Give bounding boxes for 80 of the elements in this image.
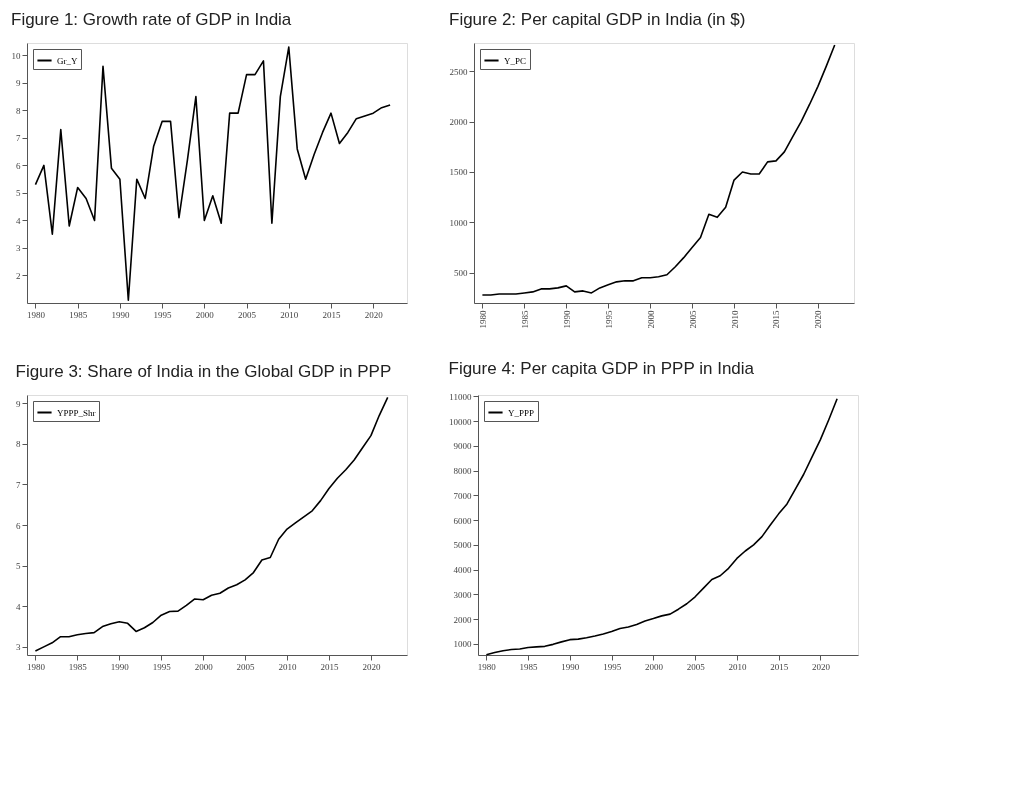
x-tick-label: 2010 bbox=[280, 309, 299, 320]
chart-title: Figure 2: Per capital GDP in India (in $) bbox=[449, 10, 746, 29]
x-tick-label: 2005 bbox=[687, 310, 698, 329]
x-tick-label: 1985 bbox=[519, 310, 530, 329]
x-tick-label: 2010 bbox=[729, 310, 740, 329]
y-tick-label: 6 bbox=[16, 520, 21, 531]
x-tick-label: 1985 bbox=[68, 661, 88, 672]
x-tick-label: 1990 bbox=[110, 661, 130, 672]
y-tick-label: 2 bbox=[16, 270, 21, 281]
line-series bbox=[485, 397, 838, 656]
x-tick-label: 1985 bbox=[519, 661, 539, 672]
x-tick-label: 2010 bbox=[728, 661, 747, 672]
x-tick-label: 2000 bbox=[195, 309, 215, 320]
x-tick-label: 1995 bbox=[603, 661, 622, 672]
y-tick-label: 2000 bbox=[453, 614, 472, 625]
y-tick-label: 500 bbox=[454, 268, 468, 279]
y-tick-label: 3 bbox=[16, 642, 21, 653]
x-tick-label: 2005 bbox=[236, 661, 256, 672]
x-tick-label: 2015 bbox=[320, 661, 339, 672]
legend-label: YPPP_Shr bbox=[57, 407, 96, 418]
line-series bbox=[34, 396, 389, 652]
x-tick-label: 2005 bbox=[686, 661, 706, 672]
y-tick-label: 5000 bbox=[453, 540, 472, 551]
x-tick-label: 2020 bbox=[813, 310, 824, 329]
y-tick-label: 3 bbox=[16, 243, 21, 254]
line-series bbox=[34, 46, 391, 302]
x-tick-label: 1980 bbox=[26, 661, 46, 672]
y-tick-label: 7000 bbox=[453, 490, 472, 501]
x-tick-label: 1980 bbox=[477, 310, 488, 329]
y-tick-label: 6000 bbox=[453, 515, 472, 526]
y-tick-label: 1500 bbox=[449, 167, 468, 178]
x-tick-label: 2000 bbox=[194, 661, 214, 672]
x-tick-label: 2020 bbox=[811, 661, 831, 672]
x-tick-label: 2020 bbox=[364, 309, 384, 320]
x-tick-label: 2005 bbox=[238, 309, 257, 320]
x-tick-label: 1990 bbox=[561, 661, 580, 672]
x-tick-label: 1980 bbox=[477, 661, 497, 672]
x-tick-label: 1995 bbox=[153, 309, 173, 320]
y-tick-label: 9 bbox=[16, 78, 21, 89]
y-tick-label: 7 bbox=[16, 479, 21, 490]
y-tick-label: 8 bbox=[16, 105, 21, 116]
y-tick-label: 10000 bbox=[449, 416, 472, 427]
x-tick-label: 1985 bbox=[69, 309, 88, 320]
y-tick-label: 11000 bbox=[449, 391, 472, 402]
chart-title: Figure 1: Growth rate of GDP in India bbox=[11, 10, 292, 29]
x-tick-label: 1990 bbox=[111, 309, 130, 320]
y-tick-label: 10 bbox=[11, 50, 21, 61]
y-tick-label: 4 bbox=[16, 601, 21, 612]
y-tick-label: 9 bbox=[16, 398, 21, 409]
x-tick-label: 2000 bbox=[645, 310, 656, 329]
y-tick-label: 9000 bbox=[453, 441, 472, 452]
y-tick-label: 1000 bbox=[453, 639, 472, 650]
line-series bbox=[481, 44, 836, 296]
y-tick-label: 4000 bbox=[453, 565, 472, 576]
x-tick-label: 2010 bbox=[278, 661, 298, 672]
y-tick-label: 6 bbox=[16, 160, 21, 171]
y-tick-label: 4 bbox=[16, 215, 21, 226]
chart-title: Figure 4: Per capita GDP in PPP in India bbox=[448, 359, 755, 379]
x-tick-label: 1995 bbox=[603, 310, 614, 329]
x-tick-label: 2000 bbox=[644, 661, 664, 672]
legend-label: Gr_Y bbox=[57, 55, 78, 66]
x-tick-label: 1990 bbox=[561, 310, 572, 329]
chart-title: Figure 3: Share of India in the Global GDP in PPP bbox=[15, 362, 392, 381]
y-tick-label: 8000 bbox=[453, 466, 472, 477]
y-tick-label: 3000 bbox=[453, 589, 472, 600]
y-tick-label: 2000 bbox=[449, 117, 468, 128]
y-tick-label: 1000 bbox=[449, 217, 468, 228]
legend-label: Y_PC bbox=[504, 55, 527, 66]
y-tick-label: 8 bbox=[16, 439, 21, 450]
x-tick-label: 2015 bbox=[771, 310, 782, 329]
x-tick-label: 2020 bbox=[362, 661, 381, 672]
x-tick-label: 2015 bbox=[770, 661, 789, 672]
y-tick-label: 5 bbox=[16, 561, 21, 572]
y-tick-label: 5 bbox=[16, 188, 21, 199]
x-tick-label: 1995 bbox=[152, 661, 172, 672]
x-tick-label: 2015 bbox=[322, 309, 341, 320]
y-tick-label: 7 bbox=[16, 133, 21, 144]
legend-label: Y_PPP bbox=[508, 407, 535, 418]
x-tick-label: 1980 bbox=[26, 309, 46, 320]
y-tick-label: 2500 bbox=[449, 66, 468, 77]
